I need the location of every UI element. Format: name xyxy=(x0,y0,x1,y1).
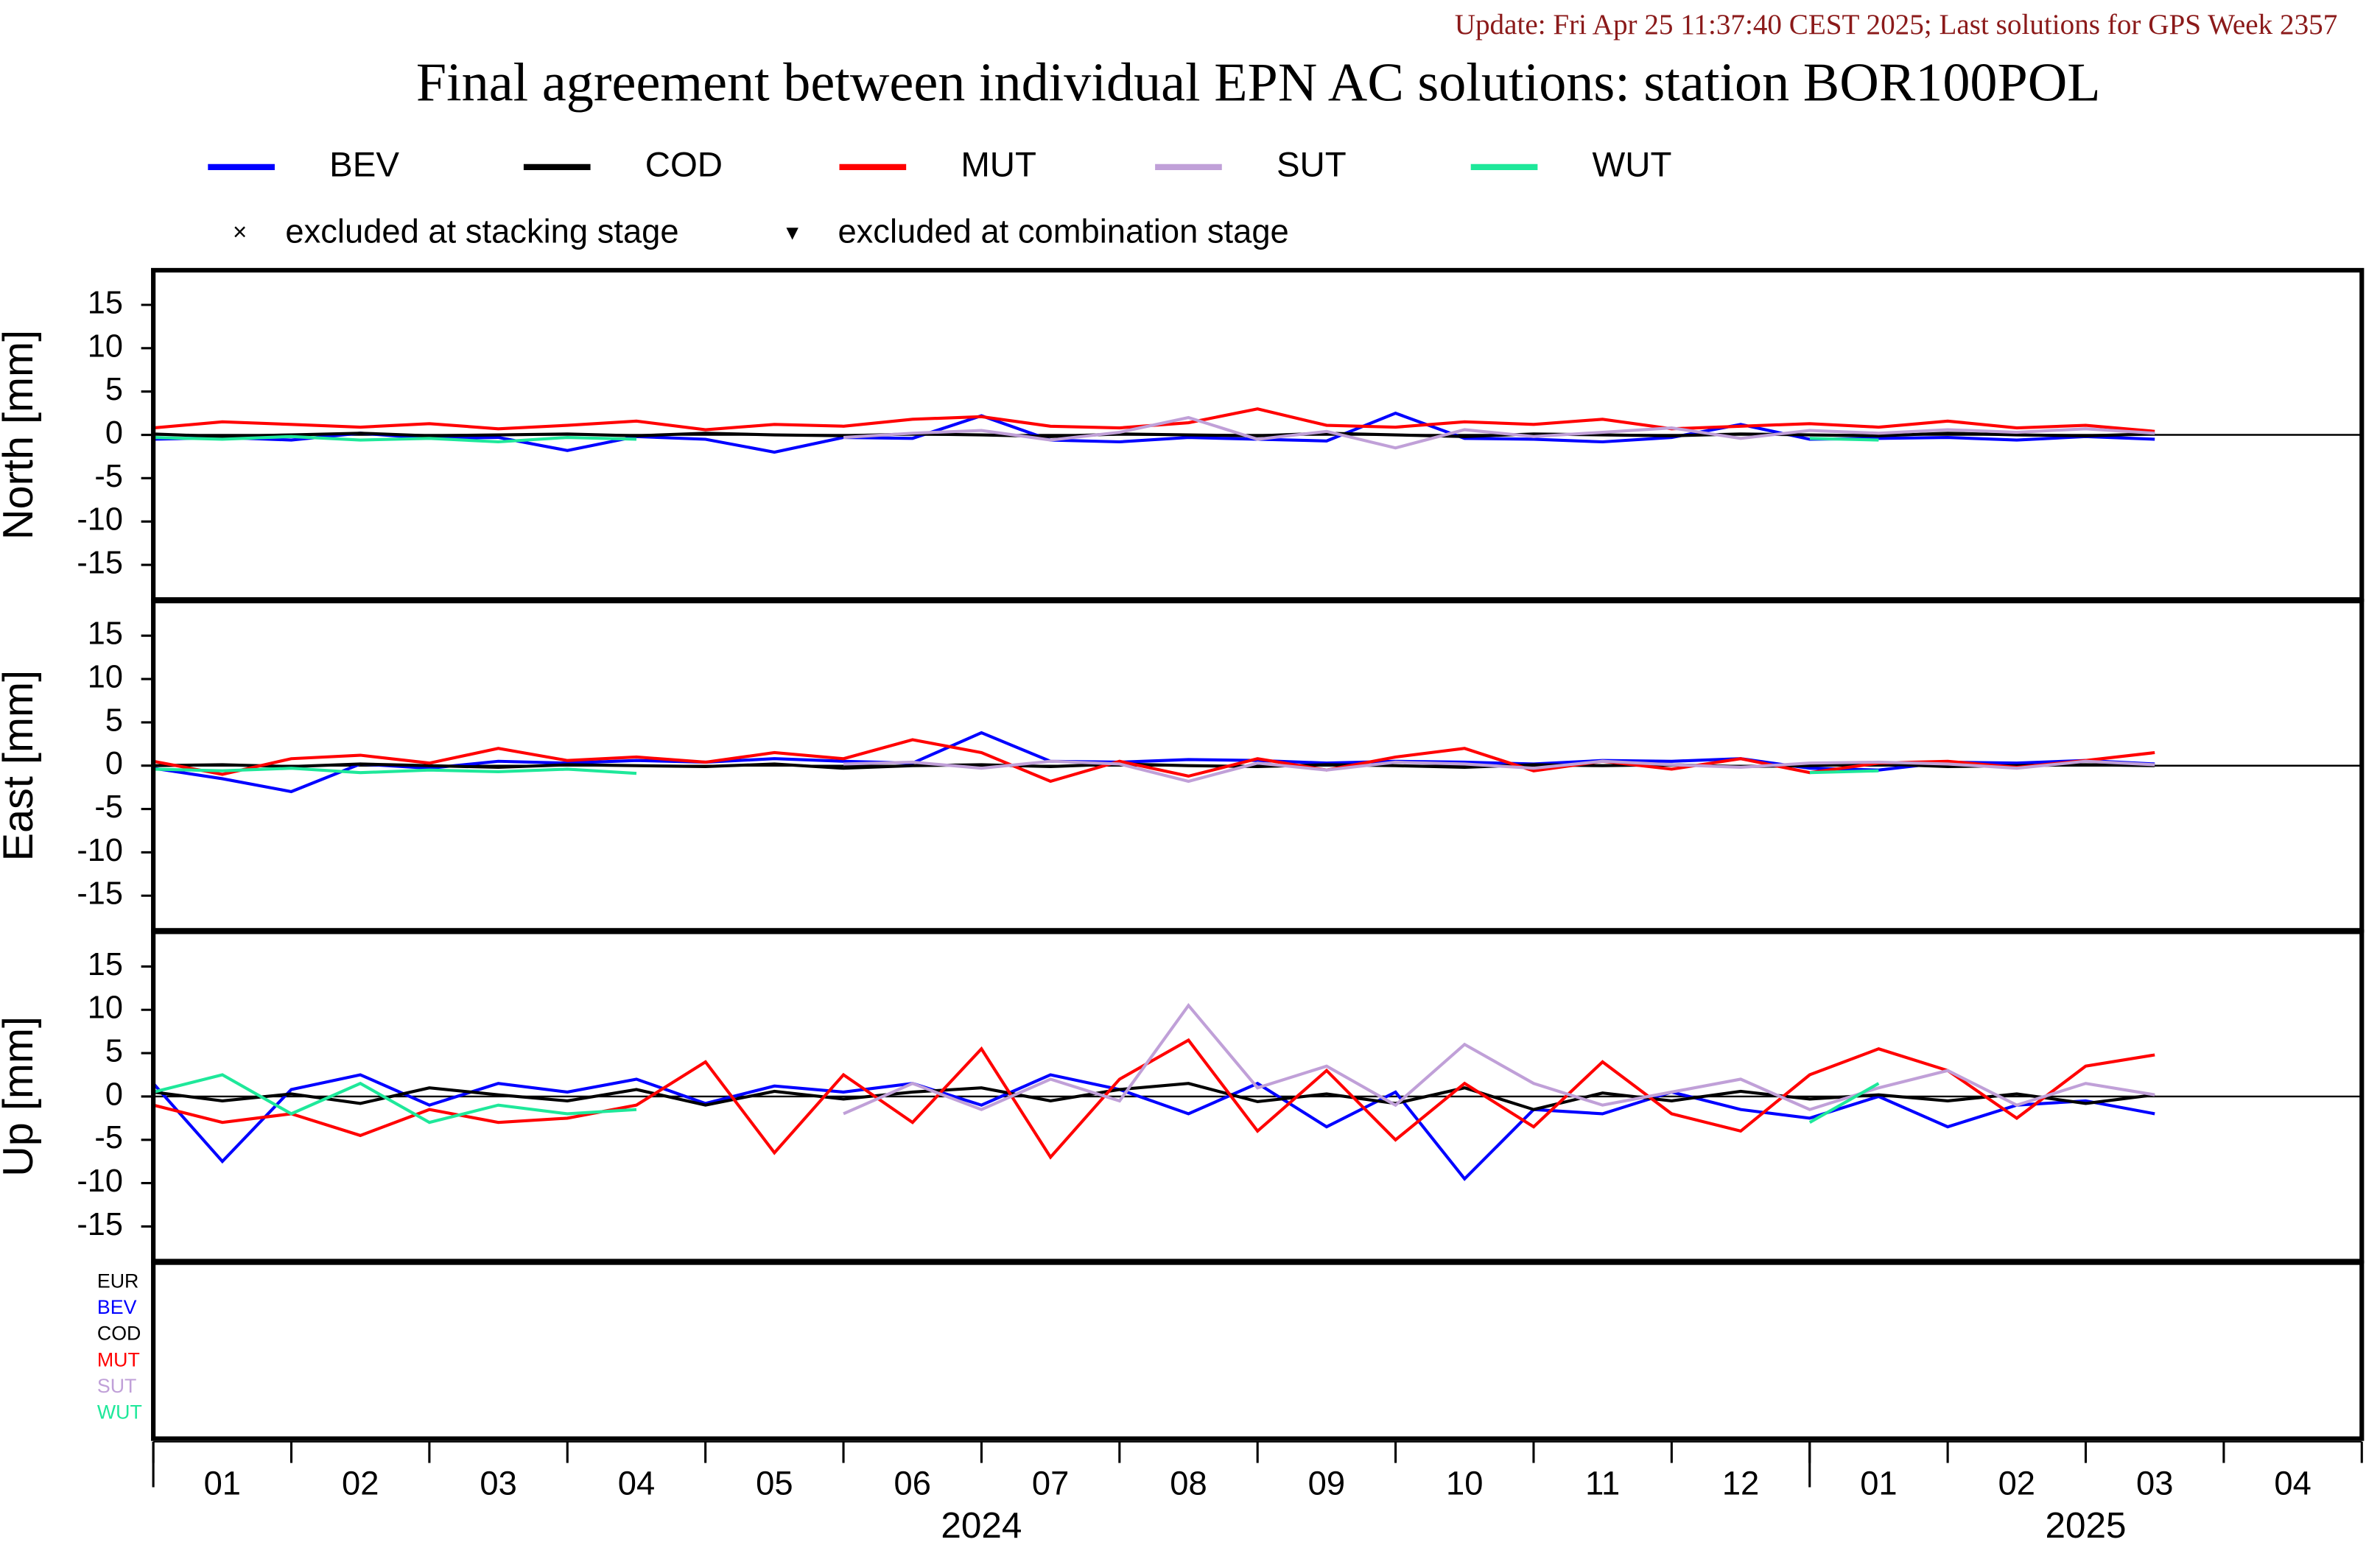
solution-label: WUT xyxy=(97,1401,142,1423)
solution-label: COD xyxy=(97,1323,141,1345)
y-tick-label: 5 xyxy=(105,1034,123,1069)
series-line xyxy=(153,434,1879,444)
y-tick-label: 10 xyxy=(88,659,123,694)
x-tick-label: 03 xyxy=(480,1464,516,1502)
x-tick-label: 02 xyxy=(1998,1464,2035,1502)
y-tick-label: 15 xyxy=(88,947,123,982)
series-line xyxy=(843,1002,2155,1116)
x-tick-label: 04 xyxy=(2274,1464,2311,1502)
y-tick-label: 10 xyxy=(88,328,123,364)
legend-label: SUT xyxy=(1277,145,1347,184)
solution-label: EUR xyxy=(97,1270,139,1292)
series-line xyxy=(152,1038,2155,1160)
solution-label: SUT xyxy=(97,1375,137,1397)
chart-title: Final agreement between individual EPN A… xyxy=(416,53,2101,113)
legend-label: COD xyxy=(645,145,723,184)
y-tick-label: 15 xyxy=(88,616,123,652)
x-tick-label: 07 xyxy=(1032,1464,1069,1502)
x-tick-label: 01 xyxy=(204,1464,241,1502)
series-line xyxy=(153,767,1879,775)
y-axis-label: North [mm] xyxy=(0,330,42,540)
series-line xyxy=(152,1073,1880,1125)
series-line xyxy=(152,1082,2155,1111)
y-tick-label: 0 xyxy=(105,746,123,781)
x-tick-label: 08 xyxy=(1170,1464,1207,1502)
marker-label: excluded at stacking stage xyxy=(285,212,678,250)
y-tick-label: 0 xyxy=(105,1077,123,1112)
x-tick-label: 02 xyxy=(342,1464,379,1502)
y-tick-label: -10 xyxy=(77,833,123,868)
y-tick-label: 5 xyxy=(105,703,123,738)
series-line xyxy=(152,731,2155,794)
y-tick-label: -15 xyxy=(77,876,123,912)
x-tick-label: 06 xyxy=(894,1464,931,1502)
y-tick-label: 5 xyxy=(105,372,123,407)
y-tick-label: -5 xyxy=(94,789,122,825)
solution-label: MUT xyxy=(97,1348,140,1370)
legend-label: WUT xyxy=(1593,145,1672,184)
x-tick-label: 05 xyxy=(756,1464,793,1502)
solution-label: BEV xyxy=(97,1296,137,1318)
y-tick-label: -5 xyxy=(94,1120,122,1155)
panel-frame xyxy=(151,1260,2365,1441)
x-tick-label: 03 xyxy=(2136,1464,2173,1502)
x-tick-label: 01 xyxy=(1860,1464,1897,1502)
x-tick-label: 12 xyxy=(1722,1464,1759,1502)
series-line xyxy=(843,759,2155,784)
y-tick-label: -5 xyxy=(94,459,122,494)
x-tick-label: 09 xyxy=(1308,1464,1345,1502)
y-tick-label: -15 xyxy=(77,1207,123,1242)
y-tick-label: -15 xyxy=(77,545,123,580)
marker-symbol: ▾ xyxy=(786,218,798,245)
y-axis-label: Up [mm] xyxy=(0,1016,42,1177)
y-tick-label: -10 xyxy=(77,502,123,538)
series-line xyxy=(152,407,2155,433)
update-note: Update: Fri Apr 25 11:37:40 CEST 2025; L… xyxy=(1455,9,2338,41)
series-line xyxy=(153,762,2155,770)
y-tick-label: 15 xyxy=(88,285,123,320)
x-tick-label: 04 xyxy=(618,1464,655,1502)
legend-label: MUT xyxy=(961,145,1036,184)
marker-symbol: × xyxy=(233,218,247,245)
y-axis-label: East [mm] xyxy=(0,670,42,862)
y-tick-label: 10 xyxy=(88,990,123,1026)
x-tick-label: 10 xyxy=(1446,1464,1483,1502)
y-tick-label: 0 xyxy=(105,415,123,451)
series-line xyxy=(843,415,2155,450)
marker-label: excluded at combination stage xyxy=(838,212,1288,250)
year-label: 2024 xyxy=(941,1505,1022,1545)
y-tick-label: -10 xyxy=(77,1164,123,1199)
x-tick-label: 11 xyxy=(1585,1464,1620,1502)
series-line xyxy=(153,432,2155,438)
year-label: 2025 xyxy=(2046,1505,2127,1545)
legend-label: BEV xyxy=(329,145,399,184)
